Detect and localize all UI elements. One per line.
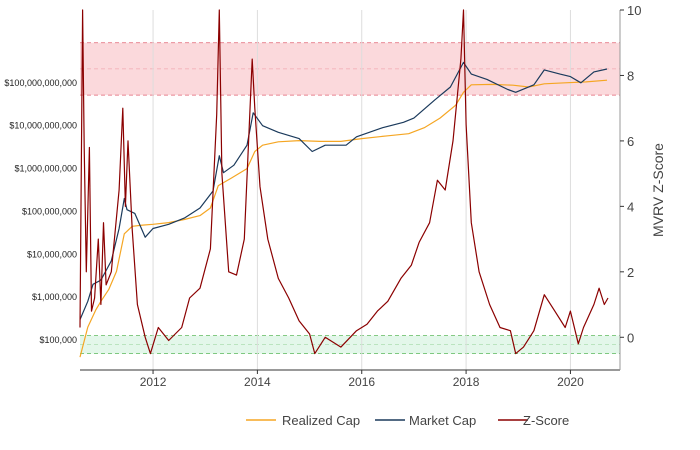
- axes-layer: 2012 2014 2016 2018 2020 $100,000 $1,000,000 $1…: [4, 3, 641, 389]
- series-line-z-score: [79, 9, 609, 355]
- bands-layer: [80, 42, 620, 355]
- legend-label-realized-cap: Realized Cap: [282, 413, 360, 428]
- x-tick-label: 2012: [140, 375, 167, 389]
- x-tick-label: 2016: [348, 375, 375, 389]
- x-tick-label: 2014: [244, 375, 271, 389]
- series-line-realized-cap: [79, 79, 608, 358]
- series-layer: [79, 9, 609, 358]
- y-right-tick-label: 0: [627, 330, 634, 345]
- x-tick-label: 2018: [453, 375, 480, 389]
- y-left-tick-label: $1,000,000: [32, 292, 77, 302]
- y-right-tick-label: 8: [627, 68, 634, 83]
- y-left-tick-label: $100,000: [39, 335, 77, 345]
- y-right-tick-label: 2: [627, 265, 634, 280]
- legend-label-z-score: Z-Score: [523, 413, 569, 428]
- x-tick-label: 2020: [557, 375, 584, 389]
- y-right-tick-label: 6: [627, 134, 634, 149]
- y-left-tick-label: $10,000,000,000: [9, 121, 77, 131]
- y-left-tick-label: $1,000,000,000: [14, 164, 77, 174]
- y-left-tick-label: $100,000,000: [22, 206, 77, 216]
- y-right-tick-label: 4: [627, 199, 634, 214]
- right-axis-label: MVRV Z-Score: [650, 143, 666, 237]
- series-line-market-cap: [79, 61, 608, 320]
- y-right-tick-label: 10: [627, 3, 641, 18]
- legend-label-market-cap: Market Cap: [409, 413, 476, 428]
- legend: Realized Cap Market Cap Z-Score: [246, 413, 569, 428]
- grid-layer: [152, 10, 571, 370]
- y-left-tick-label: $10,000,000: [27, 249, 77, 259]
- y-left-tick-label: $100,000,000,000: [4, 78, 77, 88]
